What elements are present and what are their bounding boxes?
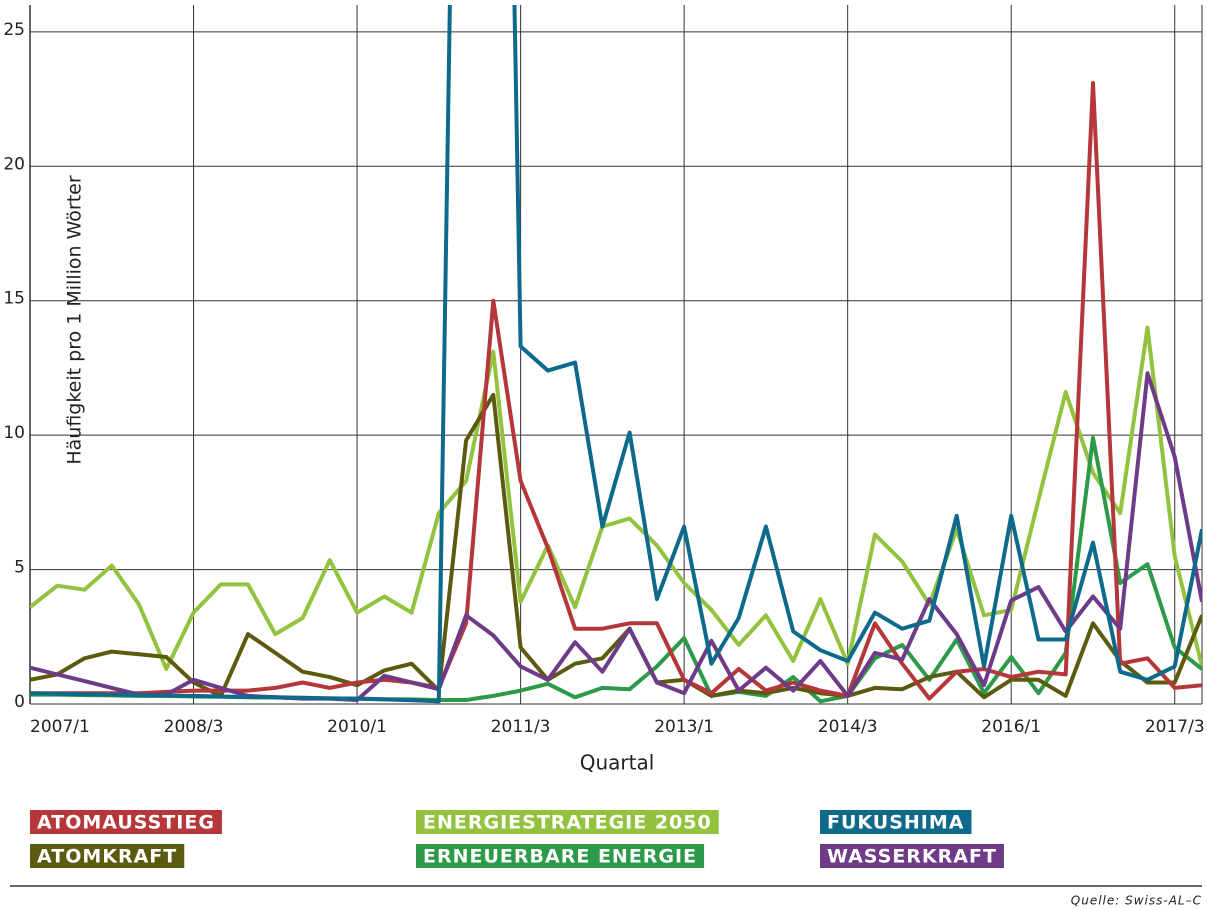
series-line bbox=[30, 5, 1202, 704]
legend-text: ENERGIESTRATEGIE 2050 bbox=[423, 812, 712, 834]
x-tick-label: 2017/3 bbox=[1145, 717, 1205, 737]
legend-text: ATOMKRAFT bbox=[37, 846, 177, 868]
x-tick-label: 2008/3 bbox=[164, 717, 224, 737]
series-line bbox=[30, 392, 1202, 700]
x-tick-label: 2011/3 bbox=[491, 717, 551, 737]
legend-text: FUKUSHIMA bbox=[827, 812, 965, 834]
legend-swatch bbox=[820, 844, 1004, 868]
source: Quelle: Swiss-AL–C bbox=[1071, 894, 1202, 908]
legend-swatch bbox=[820, 810, 972, 834]
legend-swatch bbox=[416, 844, 705, 868]
series-line bbox=[30, 325, 1202, 671]
series-line bbox=[30, 371, 1202, 702]
x-tick-label: 2010/1 bbox=[327, 717, 387, 737]
legend-swatch bbox=[30, 844, 185, 868]
y-tick-label: 0 bbox=[14, 692, 25, 712]
y-tick-label: 10 bbox=[3, 423, 25, 443]
plot-area bbox=[30, 5, 1202, 704]
x-tick-label: 2013/1 bbox=[654, 717, 714, 737]
legend-swatch bbox=[416, 810, 719, 834]
legend-swatch bbox=[30, 810, 222, 834]
legend-text: ATOMAUSSTIEG bbox=[37, 812, 215, 834]
y-tick-label: 25 bbox=[3, 20, 25, 40]
legend-text: WASSERKRAFT bbox=[827, 846, 997, 868]
x-tick-label: 2016/1 bbox=[981, 717, 1041, 737]
x-axis-label: Quartal bbox=[580, 751, 655, 775]
y-tick-label: 5 bbox=[14, 558, 25, 578]
y-tick-label: 15 bbox=[3, 289, 25, 309]
x-tick-label: 2007/1 bbox=[30, 717, 90, 737]
series-line bbox=[30, 81, 1202, 701]
y-axis-label: Häufigkeit pro 1 Million Wörter bbox=[64, 175, 86, 464]
y-tick-label: 20 bbox=[3, 154, 25, 174]
legend-text: ERNEUERBARE ENERGIE bbox=[423, 846, 697, 868]
x-tick-label: 2014/3 bbox=[818, 717, 878, 737]
